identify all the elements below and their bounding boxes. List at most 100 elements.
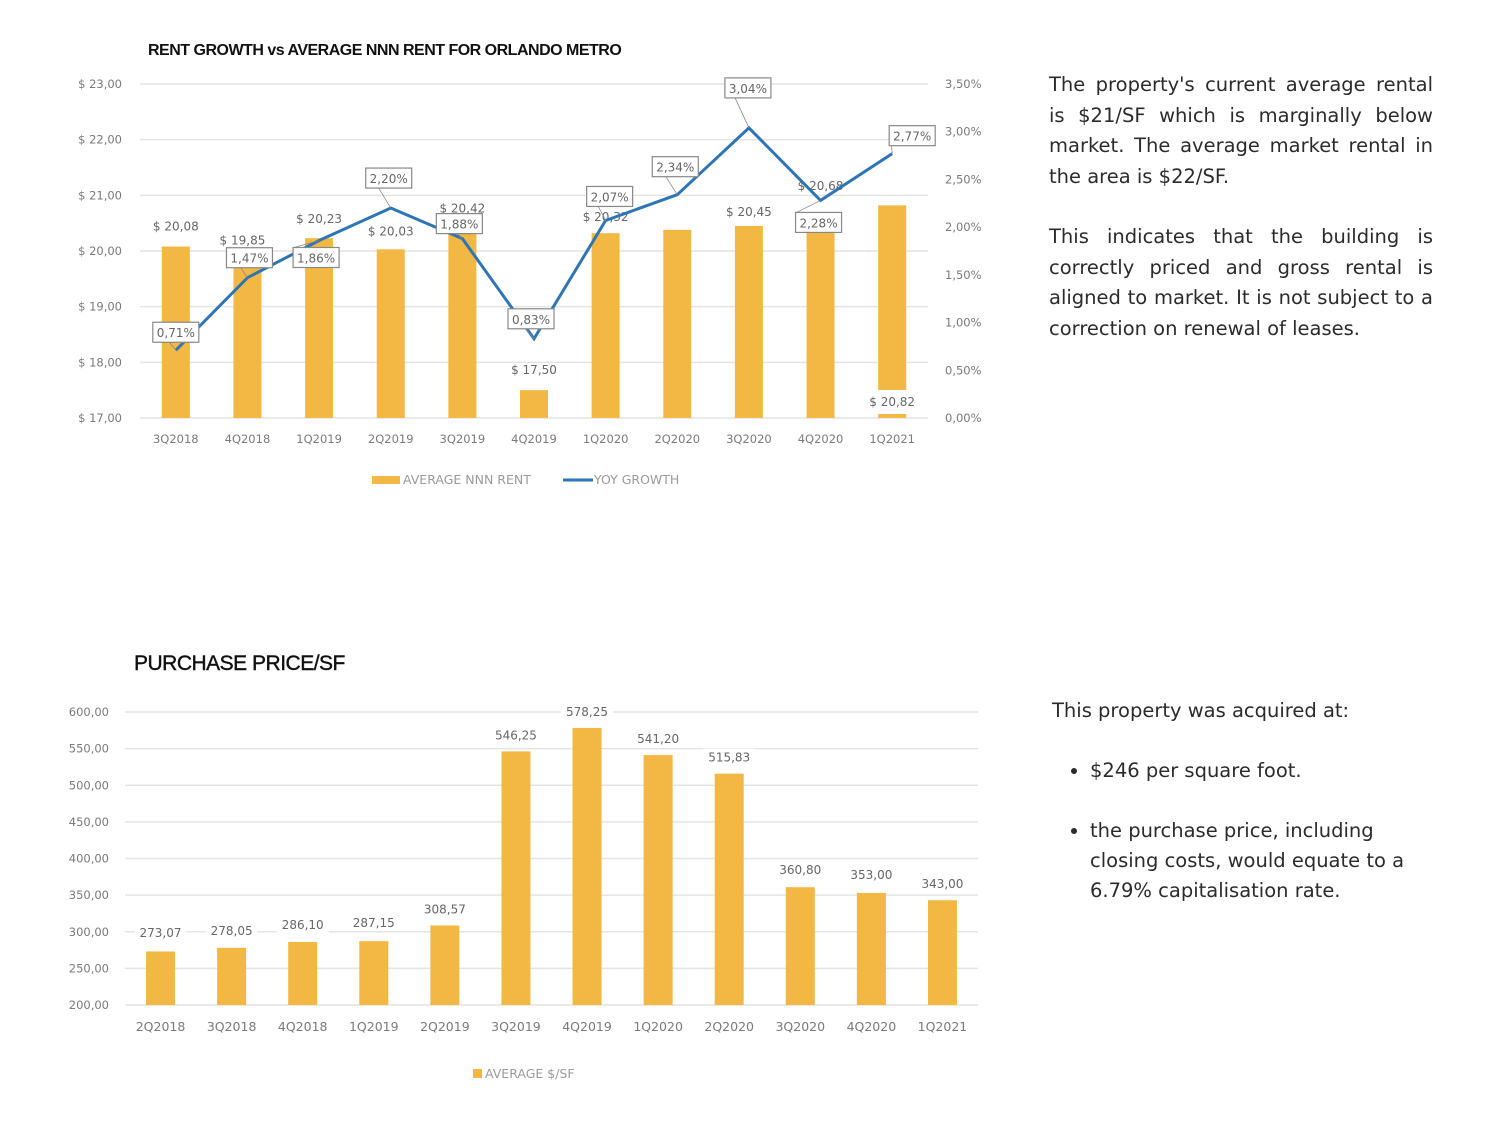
- x-tick-label: 3Q2019: [491, 1019, 541, 1034]
- x-tick-label: 2Q2020: [654, 432, 700, 446]
- line-label-box: [888, 125, 936, 147]
- bar-data-label: $ 20,45: [726, 205, 772, 219]
- y-tick-label: 250,00: [69, 961, 109, 975]
- x-tick-label: 4Q2020: [847, 1019, 897, 1034]
- line-label-box: [365, 167, 413, 189]
- y-right-tick-label: 0,50%: [945, 363, 982, 377]
- legend-swatch-bar: [473, 1069, 482, 1078]
- bar-data-label: 273,07: [140, 926, 182, 940]
- line-label-box: [152, 321, 200, 343]
- data-label-background: [561, 702, 614, 720]
- bar: [288, 941, 318, 1005]
- data-label-background: [276, 916, 329, 933]
- legend-label: AVERAGE $/SF: [485, 1066, 575, 1081]
- bar: [714, 773, 744, 1005]
- x-tick-label: 4Q2019: [511, 432, 557, 446]
- line-data-label: 2,28%: [799, 216, 837, 230]
- data-label-background: [205, 922, 258, 939]
- bar: [878, 205, 907, 390]
- bar-data-label: $ 20,42: [439, 202, 485, 216]
- bar: [359, 941, 389, 1005]
- bar: [785, 887, 815, 1005]
- data-label-background: [347, 914, 400, 931]
- data-label-background: [916, 875, 969, 892]
- line-data-label: 0,83%: [512, 313, 550, 327]
- bar-data-label: $ 19,85: [220, 233, 266, 247]
- bar: [591, 233, 620, 418]
- rent-growth-chart: $ 17,00 $ 18,00 $ 19,00 $ 20,00 $ 21,00 $ 22,…: [78, 77, 982, 487]
- x-tick-label: 2Q2020: [704, 1019, 754, 1034]
- bar: [643, 755, 673, 1005]
- purchase-bullet: the purchase price, including closing co…: [1090, 816, 1442, 906]
- bar-data-label: 287,15: [353, 916, 395, 930]
- y-left-tick-label: $ 17,00: [78, 411, 122, 425]
- line-data-label: 3,04%: [729, 82, 767, 96]
- x-tick-label: 3Q2019: [440, 432, 486, 446]
- data-label-background: [845, 866, 898, 883]
- x-tick-label: 1Q2019: [296, 432, 342, 446]
- y-tick-label: 600,00: [69, 705, 109, 719]
- purchase-intro: This property was acquired at:: [1052, 699, 1350, 722]
- bar: [806, 213, 835, 418]
- y-left-tick-label: $ 23,00: [78, 77, 122, 91]
- line-data-label: 0,71%: [157, 326, 195, 340]
- x-tick-label: 3Q2020: [775, 1019, 825, 1034]
- bar-data-label: 360,80: [779, 863, 821, 877]
- line-label-box: [507, 308, 555, 330]
- x-tick-label: 3Q2020: [726, 432, 772, 446]
- bar-data-label: $ 20,03: [368, 224, 414, 238]
- data-label-background: [774, 861, 827, 878]
- data-label-background: [632, 730, 685, 748]
- line-label-box: [225, 247, 274, 269]
- rent-commentary: The property's current average rental is…: [1049, 70, 1433, 374]
- bar: [376, 249, 405, 418]
- data-label-background: [489, 726, 542, 744]
- bar-data-label: $ 20,23: [296, 212, 342, 226]
- data-label-background: [703, 748, 756, 766]
- y-left-tick-label: $ 21,00: [78, 188, 122, 202]
- x-tick-label: 4Q2019: [562, 1019, 612, 1034]
- purchase-bullet-list: $246 per square foot. the purchase price…: [1052, 756, 1442, 906]
- x-tick-label: 4Q2018: [278, 1019, 328, 1034]
- x-tick-label: 1Q2021: [918, 1019, 968, 1034]
- purchase-price-chart: 200,00 250,00 300,00 350,00 400,00 450,00 500,…: [69, 702, 978, 1081]
- y-right-tick-label: 1,00%: [945, 316, 982, 330]
- bar: [430, 925, 460, 1005]
- y-right-tick-label: 2,00%: [945, 220, 982, 234]
- data-label-background: [418, 900, 471, 918]
- y-right-tick-label: 3,50%: [945, 77, 982, 91]
- purchase-commentary: This property was acquired at: $246 per …: [1052, 696, 1442, 936]
- y-right-tick-label: 0,00%: [945, 411, 982, 425]
- x-tick-label: 1Q2019: [349, 1019, 399, 1034]
- y-left-tick-label: $ 18,00: [78, 355, 122, 369]
- bar-data-label: 578,25: [566, 705, 608, 719]
- line-data-label: 2,20%: [370, 172, 408, 186]
- y-tick-label: 450,00: [69, 815, 109, 829]
- line-data-label: 2,77%: [893, 130, 931, 144]
- chart2-title: PURCHASE PRICE/SF: [134, 652, 346, 675]
- bar-data-label: 308,57: [424, 902, 466, 916]
- y-tick-label: 300,00: [69, 925, 109, 939]
- bar: [572, 727, 602, 1005]
- y-tick-label: 400,00: [69, 852, 109, 866]
- y-left-tick-label: $ 22,00: [78, 133, 122, 147]
- line-data-label: 2,07%: [591, 190, 629, 204]
- bar: [501, 751, 531, 1005]
- line-label-box: [435, 212, 483, 235]
- bar: [146, 951, 176, 1005]
- line-label-box: [724, 77, 772, 99]
- y-tick-label: 500,00: [69, 778, 109, 792]
- y-tick-label: 550,00: [69, 742, 109, 756]
- line-data-label: 1,86%: [297, 252, 335, 266]
- y-right-tick-label: 2,50%: [945, 172, 982, 186]
- bar: [448, 227, 477, 418]
- y-left-tick-label: $ 19,00: [78, 300, 122, 314]
- x-tick-label: 4Q2018: [225, 432, 271, 446]
- bar: [305, 238, 334, 418]
- bar: [856, 892, 886, 1005]
- rent-paragraph-1: The property's current average rental is…: [1049, 73, 1433, 188]
- legend-swatch-bar: [372, 476, 400, 484]
- x-tick-label: 2Q2018: [136, 1019, 186, 1034]
- leader-line: [796, 200, 821, 213]
- bar-data-label: 286,10: [282, 918, 324, 932]
